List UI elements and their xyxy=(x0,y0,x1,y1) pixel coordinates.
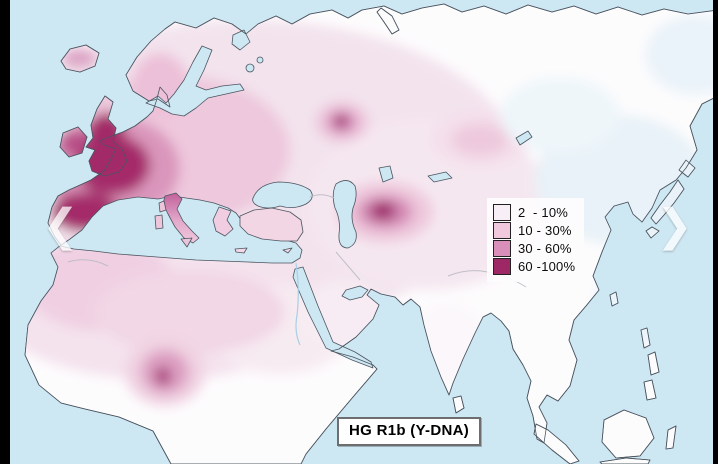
peninsula-anatolia xyxy=(239,207,304,242)
legend-label: 30 - 60% xyxy=(518,241,572,256)
black-sea xyxy=(252,181,313,209)
aral-sea xyxy=(378,165,394,183)
lake-ladoga xyxy=(245,63,255,73)
legend-row: 2 - 10% xyxy=(493,204,575,221)
mediterranean-land-layer xyxy=(154,192,304,254)
peninsula-italy xyxy=(162,192,200,244)
next-image-button[interactable]: ❯ xyxy=(656,201,693,250)
atlas-ridge xyxy=(67,259,109,267)
legend-swatch-10-30 xyxy=(493,222,511,239)
viewer-right-edge xyxy=(713,0,718,464)
lake-balkhash xyxy=(427,171,453,183)
legend-label: 10 - 30% xyxy=(518,223,572,238)
nile-river xyxy=(295,262,301,346)
legend-swatch-2-10 xyxy=(493,204,511,221)
island-cyprus xyxy=(282,247,293,254)
viewer-left-edge xyxy=(0,0,10,464)
peninsula-greece xyxy=(212,206,234,237)
previous-image-button[interactable]: ❮ xyxy=(42,201,79,250)
legend-label: 2 - 10% xyxy=(518,205,569,220)
island-sicily xyxy=(180,237,193,248)
map-title-box: HG R1b (Y-DNA) xyxy=(337,417,482,446)
baltic-sea xyxy=(145,45,245,117)
zagros-ridge xyxy=(335,251,361,281)
lake-baikal xyxy=(515,130,533,146)
island-crete xyxy=(234,247,248,254)
island-sardinia xyxy=(154,214,164,230)
legend-row: 10 - 30% xyxy=(493,222,575,239)
persian-gulf xyxy=(341,285,369,301)
legend-row: 60 -100% xyxy=(493,258,575,275)
legend-row: 30 - 60% xyxy=(493,240,575,257)
caspian-sea xyxy=(332,180,357,249)
map-title: HG R1b (Y-DNA) xyxy=(349,422,470,439)
legend-swatch-30-60 xyxy=(493,240,511,257)
island-corsica xyxy=(158,200,167,213)
map-legend: 2 - 10% 10 - 30% 30 - 60% 60 -100% xyxy=(487,198,585,282)
caucasus-ridge xyxy=(309,194,335,199)
legend-swatch-60-100 xyxy=(493,258,511,275)
legend-label: 60 -100% xyxy=(518,259,576,274)
lake-onega xyxy=(256,56,264,64)
